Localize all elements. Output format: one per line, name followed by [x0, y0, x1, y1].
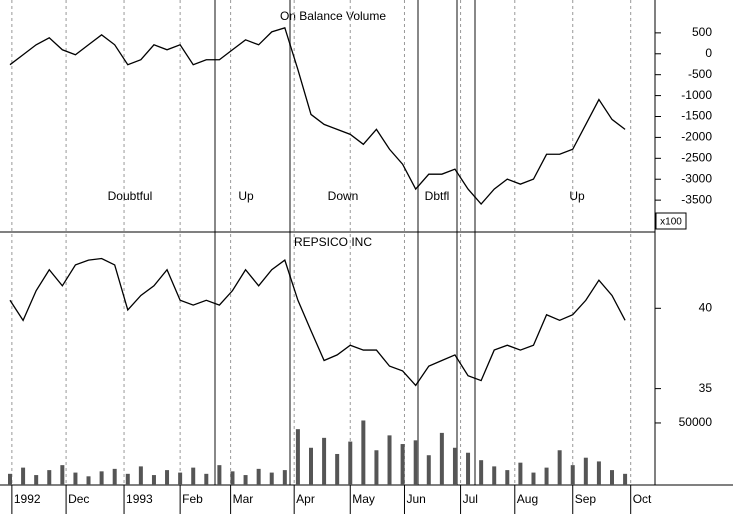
volume-bar	[348, 441, 353, 485]
annotation: Down	[328, 189, 359, 203]
y-tick-label: -1000	[681, 88, 712, 102]
volume-bar	[387, 435, 392, 485]
volume-bar	[439, 432, 444, 485]
y-tick-label: 500	[692, 25, 712, 39]
data-line	[9, 27, 626, 206]
x-tick-label: Oct	[633, 492, 652, 506]
volume-bar	[544, 467, 549, 485]
volume-bar	[99, 471, 104, 485]
volume-bar	[243, 475, 248, 485]
unit-note: x100	[660, 217, 682, 228]
y-tick-label: -2500	[681, 150, 712, 164]
volume-bar	[256, 468, 261, 485]
volume-bar	[73, 472, 78, 485]
volume-bar	[426, 455, 431, 485]
x-tick-label: Aug	[517, 492, 538, 506]
volume-bar	[60, 465, 65, 485]
volume-bar	[610, 470, 614, 485]
obv-title: On Balance Volume	[280, 9, 386, 23]
x-tick-label: Apr	[296, 492, 315, 506]
y-tick-label: -1500	[681, 109, 712, 123]
volume-bar	[322, 437, 327, 485]
x-tick-label: Jun	[406, 492, 425, 506]
volume-bar	[557, 450, 562, 485]
y-tick-label: -2000	[681, 130, 712, 144]
x-tick-label: 1993	[126, 492, 153, 506]
volume-bar	[8, 473, 12, 485]
signal-lines	[214, 0, 476, 485]
x-tick-label: Sep	[575, 492, 597, 506]
x-tick-label: Dec	[68, 492, 89, 506]
volume-bar	[374, 450, 379, 485]
volume-bar	[217, 465, 222, 485]
volume-bar	[505, 470, 510, 485]
unit-box	[655, 212, 687, 230]
volume-bar	[191, 467, 196, 485]
volume-bar	[452, 447, 457, 485]
volume-bar	[531, 472, 536, 485]
volume-bar	[518, 462, 523, 485]
annotation: Doubtful	[108, 189, 153, 203]
volume-bar	[596, 461, 601, 485]
x-tick-label: May	[352, 492, 375, 506]
volume-bar	[413, 440, 418, 485]
volume-bar	[47, 470, 52, 485]
volume-bar	[335, 453, 340, 485]
volume-bar	[282, 470, 287, 485]
volume-bar	[21, 467, 26, 485]
x-tick-label: Feb	[182, 492, 203, 506]
volume-bar	[570, 465, 575, 485]
volume-bar	[309, 447, 313, 485]
price-title: REPSICO INC	[294, 235, 372, 249]
y-tick-label: 0	[705, 46, 712, 60]
volume-bar	[151, 475, 156, 485]
y-tick-label: 40	[699, 300, 713, 314]
volume-bar	[492, 466, 497, 485]
volume-bar	[138, 466, 143, 485]
annotation: Up	[238, 189, 254, 203]
volume-bar	[178, 472, 183, 485]
annotation: Dbtfl	[425, 189, 450, 203]
volume-bar	[466, 452, 471, 485]
volume-bar	[583, 457, 588, 485]
volume-bar	[400, 444, 405, 485]
volume-bar	[34, 475, 39, 485]
volume-bar	[112, 468, 117, 485]
y-tick-label: -3000	[681, 171, 712, 185]
data-line	[9, 257, 626, 387]
volume-bar	[86, 476, 91, 485]
volume-bar	[165, 470, 170, 485]
volume-bar	[269, 472, 274, 485]
volume-bar	[479, 460, 484, 485]
volume-bar	[125, 473, 130, 485]
y-tick-label: 50000	[679, 415, 713, 429]
y-tick-label: -500	[688, 67, 712, 81]
x-tick-label: 1992	[14, 492, 41, 506]
y-tick-label: 35	[699, 381, 713, 395]
x-tick-label: Mar	[233, 492, 254, 506]
y-tick-label: -3500	[681, 192, 712, 206]
volume-bar	[204, 473, 209, 485]
volume-bar	[230, 471, 235, 485]
annotation: Up	[569, 189, 585, 203]
volume-bar	[295, 429, 300, 485]
volume-bar	[361, 420, 366, 485]
x-tick-label: Jul	[463, 492, 478, 506]
volume-bar	[623, 473, 628, 485]
